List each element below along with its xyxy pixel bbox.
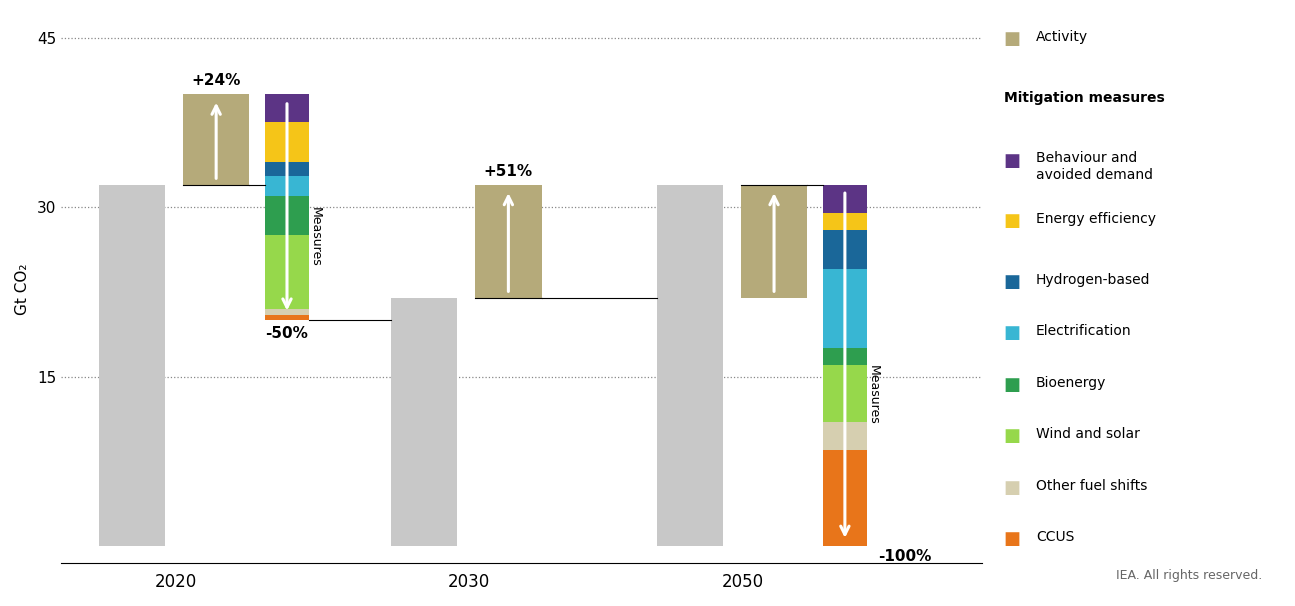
Bar: [822, 269, 868, 348]
Text: Mitigation measures: Mitigation measures: [1004, 91, 1164, 105]
Bar: [822, 450, 868, 547]
Bar: [265, 122, 310, 162]
Text: IEA. All rights reserved.: IEA. All rights reserved.: [1116, 569, 1263, 582]
Text: Electrification: Electrification: [1036, 324, 1132, 338]
Text: Activity: Activity: [1036, 30, 1088, 44]
Text: ■: ■: [1004, 273, 1020, 291]
Bar: [265, 309, 310, 315]
Bar: [98, 185, 166, 547]
Bar: [657, 298, 723, 547]
Bar: [265, 176, 310, 196]
Text: ■: ■: [1004, 152, 1020, 170]
Text: Behaviour and
avoided demand: Behaviour and avoided demand: [1036, 152, 1153, 182]
Text: Bioenergy: Bioenergy: [1036, 376, 1106, 390]
Text: Energy efficiency: Energy efficiency: [1036, 212, 1156, 226]
Bar: [822, 365, 868, 422]
Text: ■: ■: [1004, 212, 1020, 230]
Bar: [265, 162, 310, 176]
Bar: [391, 298, 457, 547]
Bar: [183, 94, 250, 185]
Text: +51%: +51%: [484, 164, 534, 179]
Bar: [822, 213, 868, 230]
Bar: [657, 185, 723, 547]
Bar: [822, 230, 868, 269]
Text: CCUS: CCUS: [1036, 530, 1075, 544]
Bar: [475, 185, 541, 298]
Text: Wind and solar: Wind and solar: [1036, 427, 1140, 441]
Bar: [265, 94, 310, 122]
Text: ■: ■: [1004, 479, 1020, 497]
Bar: [822, 185, 868, 213]
Text: Measures: Measures: [866, 365, 879, 425]
Bar: [822, 422, 868, 450]
Y-axis label: Gt CO₂: Gt CO₂: [16, 264, 30, 315]
Text: Hydrogen-based: Hydrogen-based: [1036, 273, 1150, 287]
Bar: [265, 196, 310, 236]
Bar: [265, 236, 310, 309]
Text: Measures: Measures: [308, 207, 322, 267]
Text: ■: ■: [1004, 324, 1020, 342]
Text: ■: ■: [1004, 30, 1020, 48]
Text: -50%: -50%: [265, 326, 308, 341]
Text: ■: ■: [1004, 427, 1020, 445]
Text: ■: ■: [1004, 530, 1020, 548]
Bar: [741, 185, 807, 298]
Bar: [822, 348, 868, 365]
Text: ■: ■: [1004, 376, 1020, 394]
Text: -100%: -100%: [878, 548, 931, 564]
Bar: [265, 315, 310, 320]
Text: Other fuel shifts: Other fuel shifts: [1036, 479, 1147, 493]
Text: +24%: +24%: [192, 73, 241, 88]
